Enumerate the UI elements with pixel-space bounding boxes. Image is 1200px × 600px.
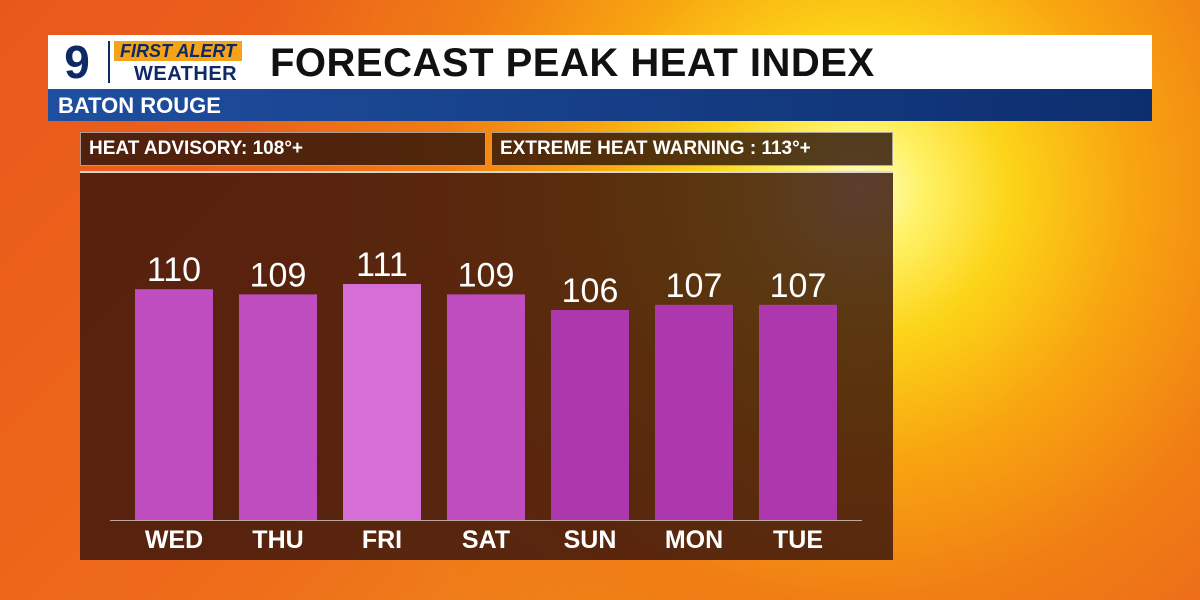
header-bar: 9 FIRST ALERT WEATHER FORECAST PEAK HEAT… <box>48 35 1152 89</box>
logo-first-alert: FIRST ALERT <box>114 41 242 61</box>
category-label: SAT <box>462 526 510 554</box>
bar-tue <box>759 304 837 520</box>
logo-weather: WEATHER <box>134 63 238 85</box>
location-bar: BATON ROUGE <box>48 89 1152 121</box>
bar-wed <box>135 289 213 520</box>
bar-thu <box>239 294 317 520</box>
category-label: MON <box>665 526 723 554</box>
category-label: WED <box>145 526 203 554</box>
bar-mon <box>655 304 733 520</box>
bar-value-label: 106 <box>562 272 619 310</box>
chart-panel: 110 WED 109 THU 111 FRI 109 SAT 106 SUN 107 MON 107 T… <box>80 171 893 560</box>
bar-fri <box>343 284 421 520</box>
heat-warning-box: EXTREME HEAT WARNING : 113°+ <box>491 132 893 166</box>
logo-divider <box>108 41 110 83</box>
bar-value-label: 107 <box>770 267 827 305</box>
bar-value-label: 111 <box>356 246 408 284</box>
heat-advisory-box: HEAT ADVISORY: 108°+ <box>80 132 486 166</box>
location-label: BATON ROUGE <box>58 93 221 118</box>
station-logo-number: 9 <box>54 39 100 85</box>
category-label: SUN <box>564 526 617 554</box>
bar-value-label: 109 <box>458 256 515 294</box>
category-label: FRI <box>362 526 402 554</box>
bar-chart: 110 WED 109 THU 111 FRI 109 SAT 106 SUN 107 MON 107 T… <box>110 246 862 554</box>
bar-value-label: 107 <box>666 267 723 305</box>
category-label: TUE <box>773 526 823 554</box>
bar-value-label: 110 <box>147 251 201 289</box>
page-title: FORECAST PEAK HEAT INDEX <box>270 41 875 85</box>
bar-value-label: 109 <box>250 256 307 294</box>
bar-sat <box>447 294 525 520</box>
category-label: THU <box>252 526 303 554</box>
bar-sun <box>551 310 629 520</box>
